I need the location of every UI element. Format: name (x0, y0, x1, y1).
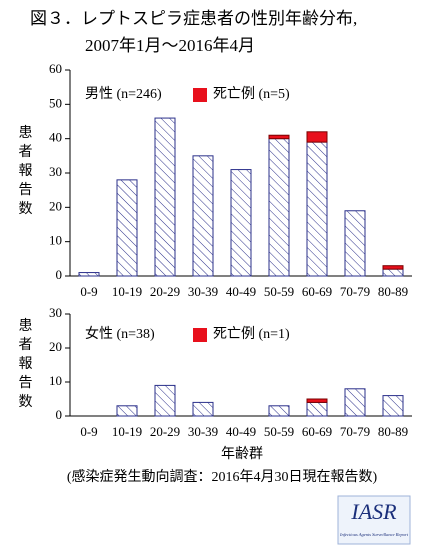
y-tick-label: 60 (49, 61, 62, 76)
chart-subtitle: 2007年1月〜2016年4月 (85, 36, 255, 55)
bar (230, 169, 252, 277)
bar (268, 138, 290, 277)
y-tick-label: 40 (49, 130, 62, 145)
y-tick-label: 30 (49, 305, 62, 320)
y-tick-label: 20 (49, 198, 62, 213)
logo-subtext: Infectious Agents Surveillance Report (339, 532, 409, 537)
x-tick-label: 70-79 (340, 424, 370, 439)
y-tick-label: 10 (49, 233, 62, 248)
bar (306, 398, 328, 403)
x-tick-label: 50-59 (264, 424, 294, 439)
x-tick-label: 0-9 (80, 284, 97, 299)
bar (306, 141, 328, 277)
bar (268, 134, 290, 140)
x-axis-label: 年齢群 (221, 446, 263, 462)
bar (344, 388, 366, 417)
legend-label: 男性 (n=246) (85, 86, 162, 102)
bar (116, 179, 138, 277)
bar (306, 401, 328, 417)
logo-text: IASR (350, 499, 397, 524)
bar (268, 405, 290, 417)
x-tick-label: 20-29 (150, 424, 180, 439)
bar (192, 155, 214, 277)
chart-title: 図３．レプトスピラ症患者の性別年齢分布, (30, 9, 357, 28)
legend-label: 死亡例 (n=1) (213, 326, 290, 342)
y-tick-label: 0 (56, 407, 63, 422)
x-tick-label: 80-89 (378, 284, 408, 299)
bar (382, 395, 404, 417)
y-tick-label: 50 (49, 95, 62, 110)
y-tick-label: 20 (49, 339, 62, 354)
source-note: (感染症発生動向調査：2016年4月30日現在報告数) (67, 468, 378, 485)
bar (192, 401, 214, 417)
x-tick-label: 40-49 (226, 424, 256, 439)
legend-swatch (193, 328, 207, 342)
y-tick-label: 10 (49, 373, 62, 388)
logo-box (337, 495, 411, 545)
x-tick-label: 80-89 (378, 424, 408, 439)
legend-label: 女性 (n=38) (85, 325, 155, 342)
x-tick-label: 30-39 (188, 424, 218, 439)
x-tick-label: 20-29 (150, 284, 180, 299)
x-tick-label: 10-19 (112, 424, 142, 439)
x-tick-label: 30-39 (188, 284, 218, 299)
legend-label: 死亡例 (n=5) (213, 86, 290, 102)
legend-swatch (193, 88, 207, 102)
x-tick-label: 0-9 (80, 424, 97, 439)
bar (154, 117, 176, 277)
y-axis-label: 患者報告数 (17, 318, 33, 413)
y-axis-label: 患者報告数 (17, 125, 33, 220)
x-tick-label: 50-59 (264, 284, 294, 299)
bar (344, 210, 366, 277)
x-tick-label: 60-69 (302, 284, 332, 299)
bar (154, 384, 176, 417)
x-tick-label: 40-49 (226, 284, 256, 299)
x-tick-label: 60-69 (302, 424, 332, 439)
x-tick-label: 70-79 (340, 284, 370, 299)
logo: IASR Infectious Agents Surveillance Repo… (337, 495, 411, 545)
y-tick-label: 0 (56, 267, 63, 282)
y-tick-label: 30 (49, 164, 62, 179)
bar (382, 265, 404, 270)
bar (306, 131, 328, 143)
bar (78, 272, 100, 277)
bar (382, 268, 404, 277)
bar (116, 405, 138, 417)
x-tick-label: 10-19 (112, 284, 142, 299)
